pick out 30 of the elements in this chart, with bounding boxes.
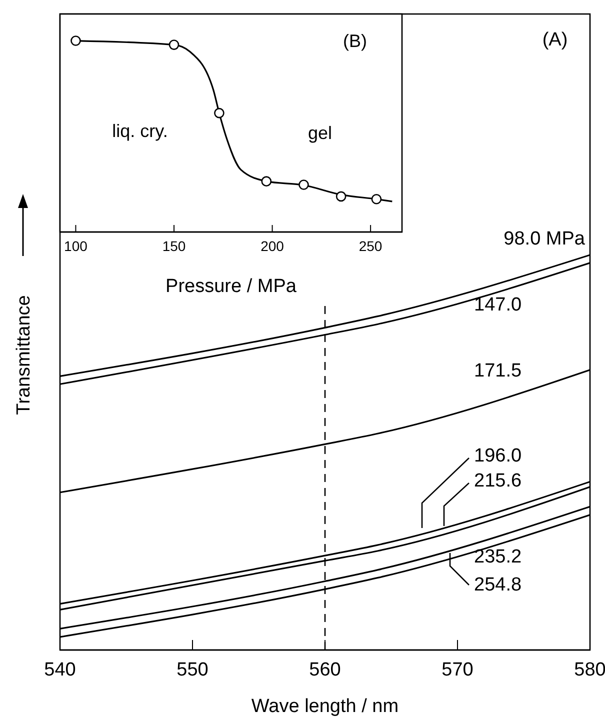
series-label: 254.8 — [474, 574, 522, 596]
series-label: 98.0 MPa — [504, 228, 586, 250]
x-tick-label: 550 — [176, 659, 208, 680]
x-axis-title: Pressure / MPa — [166, 276, 297, 297]
point — [371, 194, 382, 204]
x-tick-label: 250 — [358, 238, 382, 254]
annotation: gel — [308, 123, 332, 143]
text: (A) — [542, 30, 568, 50]
point — [298, 180, 309, 190]
point — [261, 176, 272, 186]
series-label: 196.0 — [474, 446, 522, 466]
x-tick-label: 570 — [442, 659, 474, 680]
x-tick-label: 560 — [309, 659, 341, 680]
annotation: liq. cry. — [112, 121, 168, 141]
x-tick-label: 200 — [260, 238, 284, 254]
y-axis-title: Transmittance — [14, 295, 34, 415]
point — [168, 40, 180, 50]
point — [70, 36, 81, 46]
x-tick-label: 100 — [64, 238, 88, 254]
series-label: 171.5 — [474, 360, 522, 382]
x-tick-label: 580 — [574, 659, 605, 680]
series-label: 215.6 — [474, 470, 522, 492]
x-tick-label: 150 — [162, 238, 186, 254]
x-tick-label: 540 — [44, 659, 76, 680]
point — [336, 191, 346, 202]
point — [214, 108, 224, 118]
annotation: (B) — [343, 31, 367, 51]
series-label: 147.0 — [474, 294, 522, 316]
legend-label: 235.2 — [474, 546, 522, 568]
x-axis-title: Wave length / nm — [251, 696, 399, 717]
